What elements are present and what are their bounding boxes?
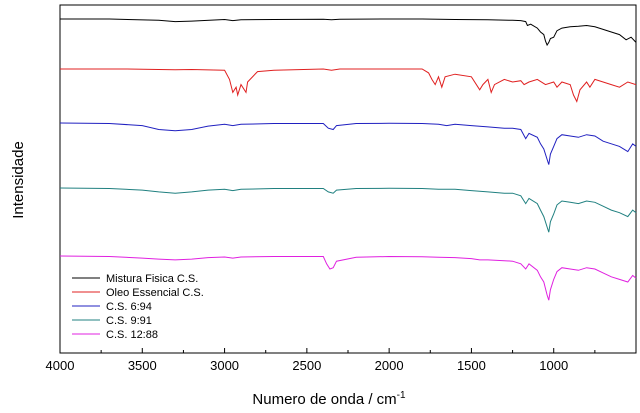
x-tick-label: 3000 <box>210 358 239 373</box>
x-axis-ticks: 4000 3500 3000 2500 2000 1500 1000 <box>46 348 596 373</box>
y-axis-title: Intensidade <box>10 141 27 219</box>
legend: Mistura Fisica C.S. Oleo Essencial C.S. C.… <box>72 273 204 341</box>
x-tick-label: 3500 <box>128 358 157 373</box>
series-line <box>60 18 637 47</box>
series-line <box>59 122 637 165</box>
series-line <box>59 255 637 301</box>
series-line <box>60 68 637 103</box>
legend-label: Mistura Fisica C.S. <box>106 273 198 285</box>
legend-label: Oleo Essencial C.S. <box>106 287 204 299</box>
legend-label: C.S. 12:88 <box>106 329 158 341</box>
series-line <box>59 187 637 233</box>
legend-label: C.S. 9:91 <box>106 315 152 327</box>
x-tick-label: 2500 <box>292 358 321 373</box>
x-tick-label: 4000 <box>46 358 75 373</box>
x-tick-label: 1500 <box>457 358 486 373</box>
x-tick-label: 1000 <box>539 358 568 373</box>
x-axis-title: Numero de onda / cm-1 <box>252 390 406 408</box>
legend-label: C.S. 6:94 <box>106 301 152 313</box>
series-group <box>59 18 637 301</box>
x-tick-label: 2000 <box>375 358 404 373</box>
